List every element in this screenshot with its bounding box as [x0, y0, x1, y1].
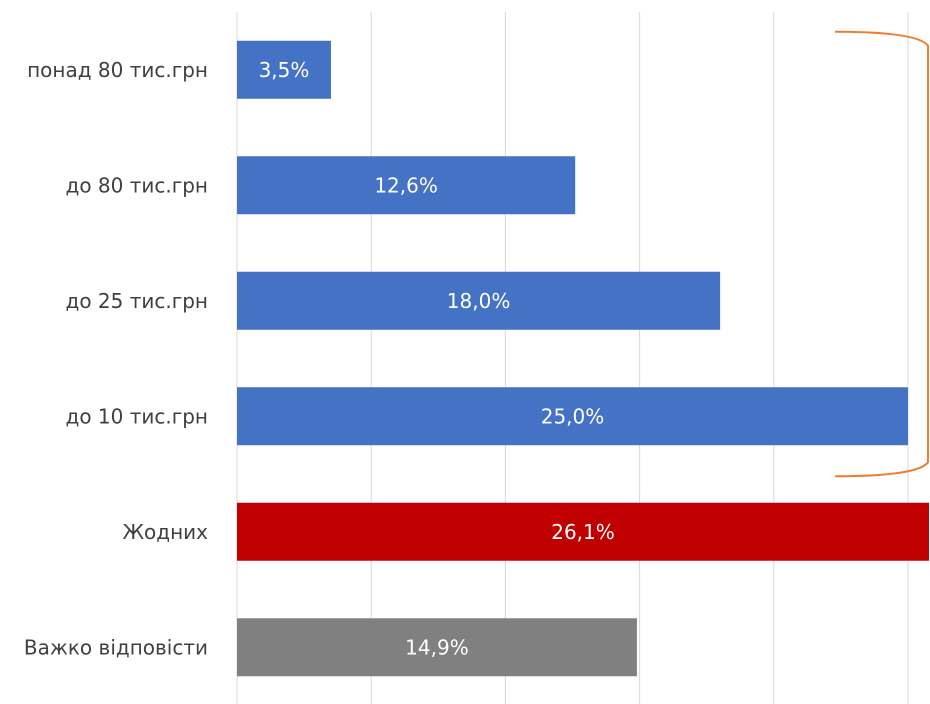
category-label: Важко відповісти: [24, 635, 208, 659]
category-labels: понад 80 тис.грн до 80 тис.грн до 25 тис.г…: [24, 58, 208, 660]
bar: [237, 502, 929, 561]
grouping-bracket: [834, 30, 929, 478]
category-label: понад 80 тис.грн: [27, 58, 208, 82]
data-label: 26,1%: [551, 520, 615, 544]
data-label: 12,6%: [374, 173, 438, 197]
category-label: до 25 тис.грн: [65, 289, 208, 313]
gridlines: [236, 12, 909, 704]
data-label: 14,9%: [405, 635, 469, 659]
data-label: 18,0%: [447, 289, 511, 313]
bar: [237, 271, 721, 330]
bar: [237, 618, 637, 677]
data-labels: 3,5% 12,6% 18,0% 25,0% 26,1% 14,9%: [259, 58, 615, 660]
bar: [237, 40, 331, 99]
data-label: 3,5%: [259, 58, 310, 82]
category-label: Жодних: [122, 520, 208, 544]
category-label: до 80 тис.грн: [65, 173, 208, 197]
bar: [237, 387, 908, 446]
bars: [237, 40, 929, 677]
bar: [237, 156, 576, 215]
category-label: до 10 тис.грн: [65, 404, 208, 428]
data-label: 25,0%: [541, 404, 605, 428]
